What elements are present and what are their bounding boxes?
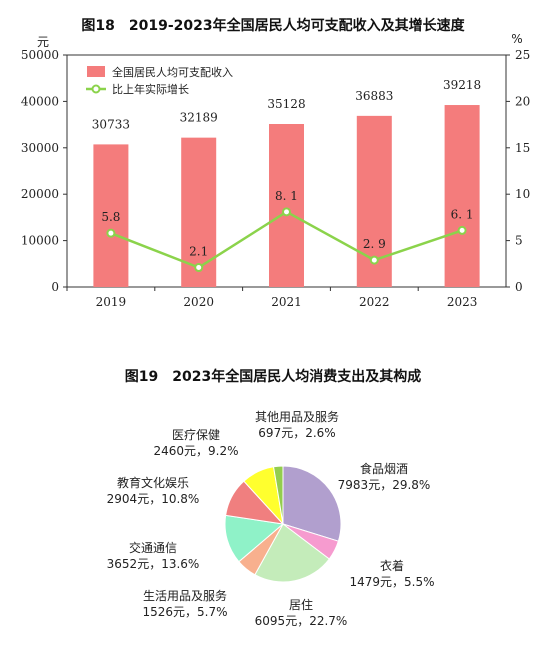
growth-point xyxy=(282,207,291,217)
right-axis-tick-label: 15 xyxy=(515,141,530,155)
x-axis-tick-label: 2021 xyxy=(271,295,302,309)
legend-bar-swatch xyxy=(87,66,105,77)
pie-slice-name: 医疗保健 xyxy=(172,428,220,442)
pie-slice-name: 衣着 xyxy=(380,558,404,573)
x-axis-tick-label: 2020 xyxy=(183,295,214,309)
growth-point xyxy=(457,225,467,235)
legend: 全国居民人均可支配收入 比上年实际增长 xyxy=(86,65,233,96)
growth-point xyxy=(369,255,379,265)
pie-slice-name: 交通通信 xyxy=(129,540,177,555)
legend-bar-label: 全国居民人均可支配收入 xyxy=(112,65,233,79)
bar xyxy=(93,144,129,287)
pie-slice-value: 2904元，10.8% xyxy=(107,492,200,506)
growth-value-label: 5.8 xyxy=(101,210,120,224)
left-axis-tick-label: 50000 xyxy=(21,48,59,62)
pie-slice-name: 食品烟酒 xyxy=(360,461,408,476)
bar-line-chart: 图18 2019-2023年全国居民人均可支配收入及其增长速度 元 % 0100… xyxy=(21,17,530,309)
growth-point xyxy=(194,263,204,273)
left-axis-tick-label: 20000 xyxy=(21,187,59,201)
legend-line-label: 比上年实际增长 xyxy=(112,82,189,96)
bar-value-label: 35128 xyxy=(267,97,305,111)
pie-slice-value: 1526元，5.7% xyxy=(142,605,227,619)
x-axis-tick-label: 2022 xyxy=(359,295,390,309)
growth-value-label: 2.1 xyxy=(189,245,208,259)
pie-slice-value: 2460元，9.2% xyxy=(153,444,238,458)
bar-value-label: 36883 xyxy=(355,89,393,103)
bar-value-label: 32189 xyxy=(180,111,218,125)
legend-line-marker xyxy=(91,84,101,94)
x-axis-tick-label: 2019 xyxy=(96,295,127,309)
right-axis-tick-label: 5 xyxy=(515,234,523,248)
pie-slice-name: 生活用品及服务 xyxy=(143,588,227,603)
right-axis-tick-label: 20 xyxy=(515,94,530,108)
bar xyxy=(269,124,304,288)
pie-slice-value: 6095元，22.7% xyxy=(255,614,348,628)
pie-slice-name: 其他用品及服务 xyxy=(255,409,339,424)
pie-slice-value: 7983元，29.8% xyxy=(338,478,431,492)
pie-slice-value: 697元，2.6% xyxy=(258,426,335,440)
x-axis-tick-label: 2023 xyxy=(447,295,478,309)
growth-value-label: 6. 1 xyxy=(451,207,474,221)
left-axis-tick-label: 30000 xyxy=(21,141,59,155)
pie-slice-name: 教育文化娱乐 xyxy=(117,475,189,490)
left-axis-tick-label: 0 xyxy=(51,280,59,294)
right-axis-tick-label: 25 xyxy=(515,48,530,62)
chart18-title: 图18 2019-2023年全国居民人均可支配收入及其增长速度 xyxy=(81,17,465,34)
chart19-title: 图19 2023年全国居民人均消费支出及其构成 xyxy=(125,368,421,385)
growth-value-label: 8. 1 xyxy=(275,189,298,203)
bar xyxy=(444,105,480,288)
left-axis-tick-label: 40000 xyxy=(21,94,59,108)
pie-slice-value: 3652元，13.6% xyxy=(107,557,200,571)
right-axis-tick-label: 10 xyxy=(515,187,530,201)
growth-value-label: 2. 9 xyxy=(363,237,386,251)
right-axis-unit: % xyxy=(511,32,522,46)
pie-slice xyxy=(254,523,330,583)
right-axis-tick-label: 0 xyxy=(515,280,523,294)
pie-slice xyxy=(272,465,284,525)
bar-value-label: 39218 xyxy=(443,78,481,92)
left-axis-unit: 元 xyxy=(37,35,49,49)
bar-value-label: 30733 xyxy=(92,117,130,131)
pie-slice-value: 1479元，5.5% xyxy=(349,575,434,589)
growth-point xyxy=(106,228,116,238)
pie-chart: 图19 2023年全国居民人均消费支出及其构成 食品烟酒 7983元，29.8% 衣… xyxy=(107,368,435,628)
pie-slice xyxy=(282,465,342,542)
left-axis-tick-label: 10000 xyxy=(21,234,59,248)
pie-slice-name: 居住 xyxy=(289,598,313,612)
